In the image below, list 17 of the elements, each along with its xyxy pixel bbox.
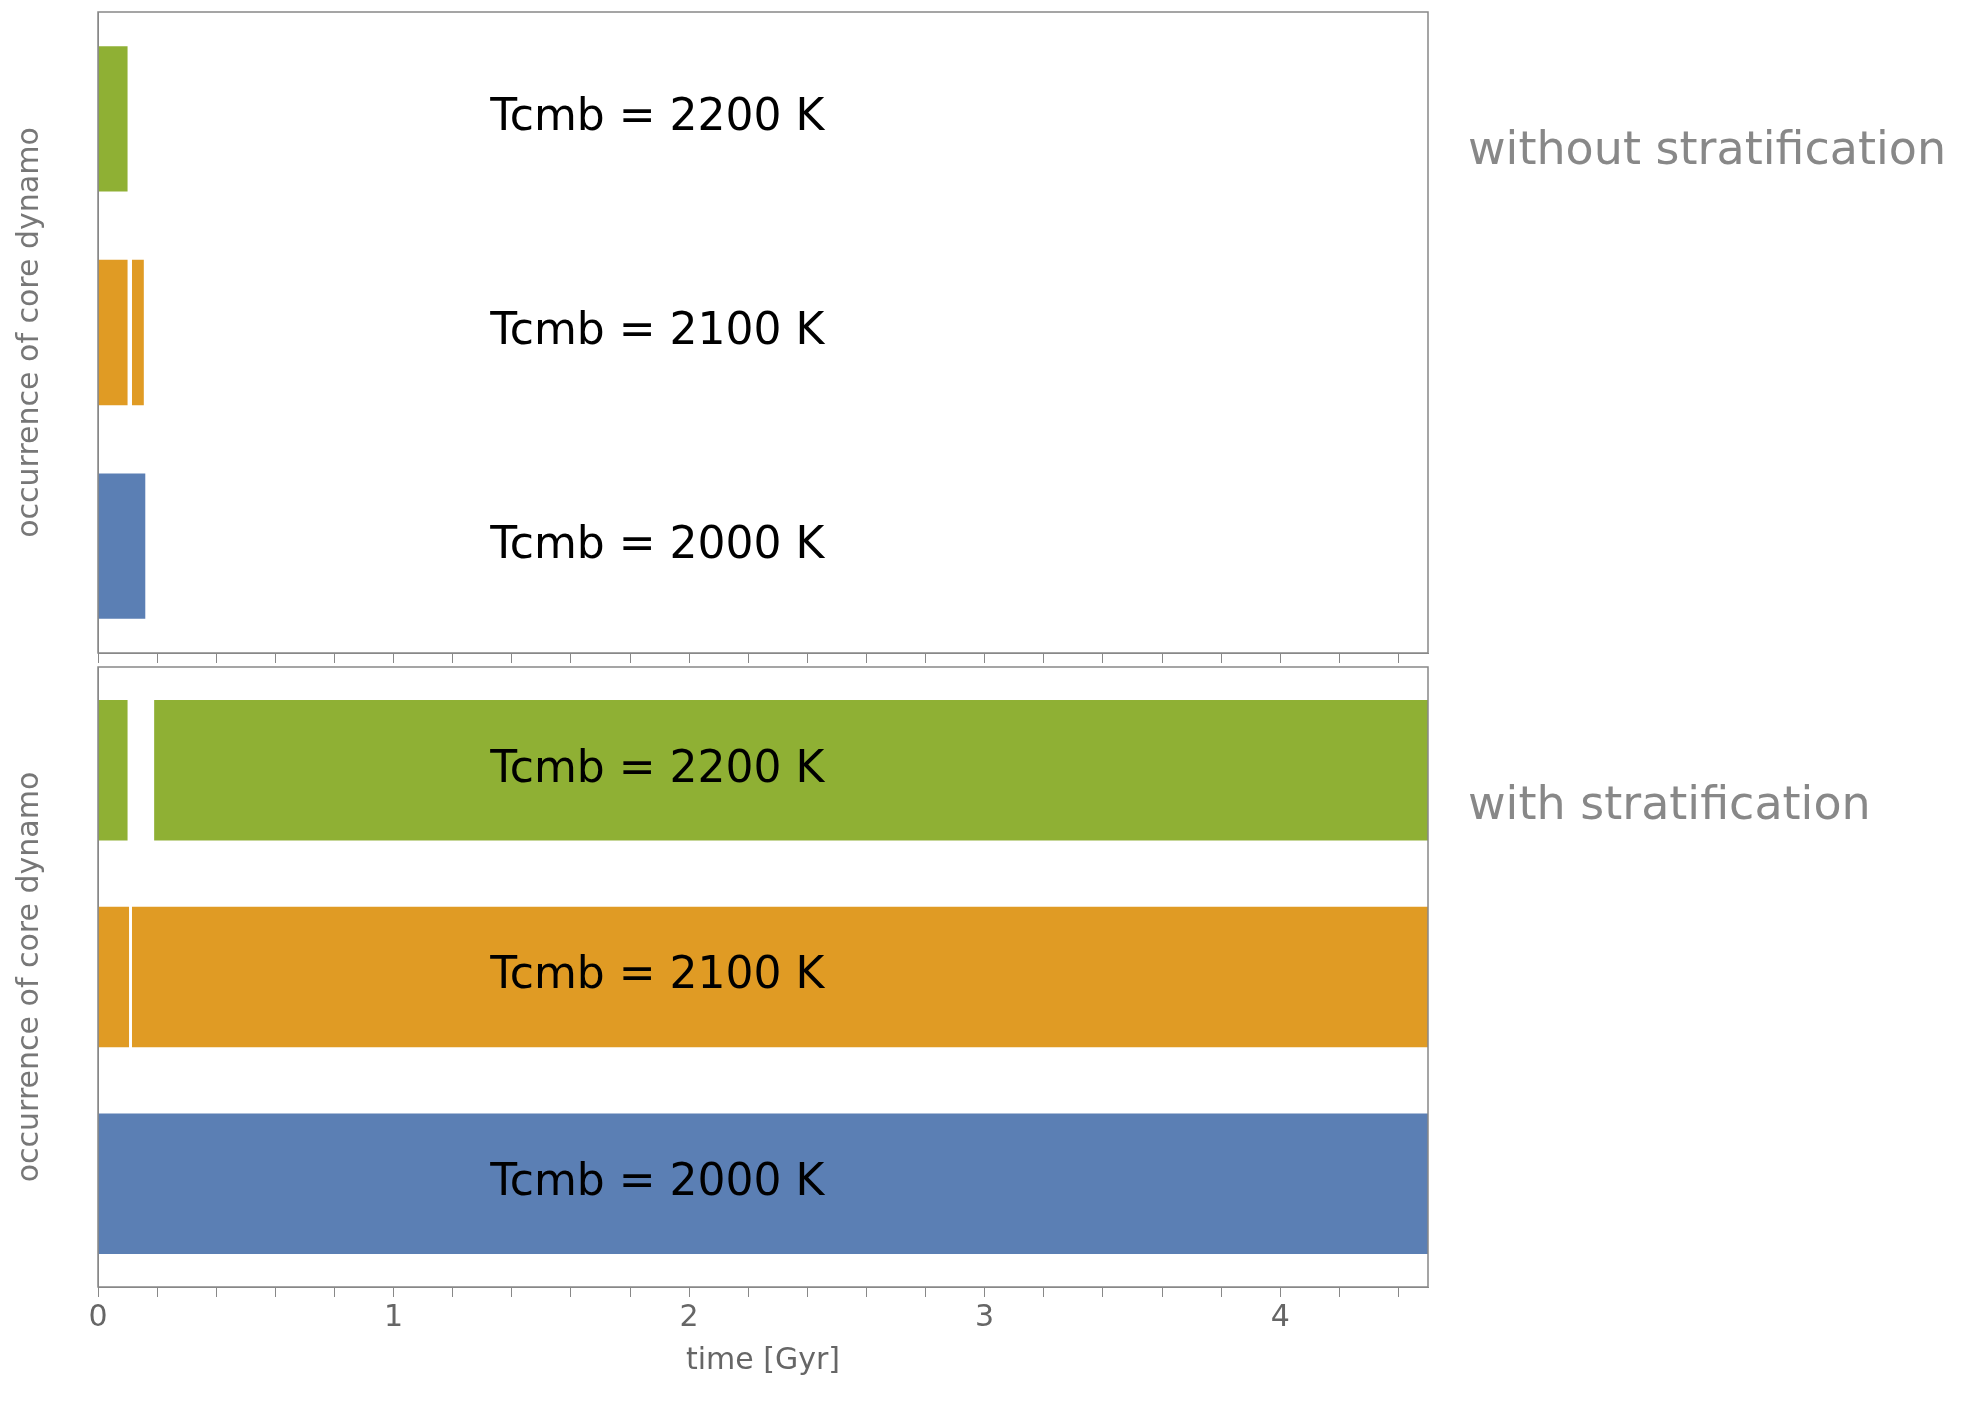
category-label: Tcmb = 2000 K bbox=[490, 1154, 825, 1206]
category-label: Tcmb = 2200 K bbox=[490, 740, 825, 792]
x-tick-label: 0 bbox=[88, 1297, 108, 1333]
text: with stratification bbox=[1468, 775, 1871, 830]
bar bbox=[98, 1113, 1428, 1254]
x-axis-title: time [Gyr] bbox=[685, 1340, 841, 1376]
y-axis-title: occurrence of core dynamo bbox=[9, 771, 45, 1183]
category-label: Tcmb = 2100 K bbox=[490, 947, 825, 999]
y-axis-title: occurrence of core dynamo bbox=[9, 127, 45, 538]
x-tick-label: 2 bbox=[679, 1297, 699, 1333]
x-tick-label: 4 bbox=[1270, 1297, 1290, 1333]
x-tick-label: 1 bbox=[384, 1297, 404, 1333]
category-label: Tcmb = 2200 K bbox=[490, 89, 825, 141]
text: without stratification bbox=[1468, 120, 1947, 175]
x-tick-label: 3 bbox=[975, 1297, 995, 1333]
category-label: Tcmb = 2000 K bbox=[490, 516, 825, 568]
category-label: Tcmb = 2100 K bbox=[490, 302, 825, 354]
